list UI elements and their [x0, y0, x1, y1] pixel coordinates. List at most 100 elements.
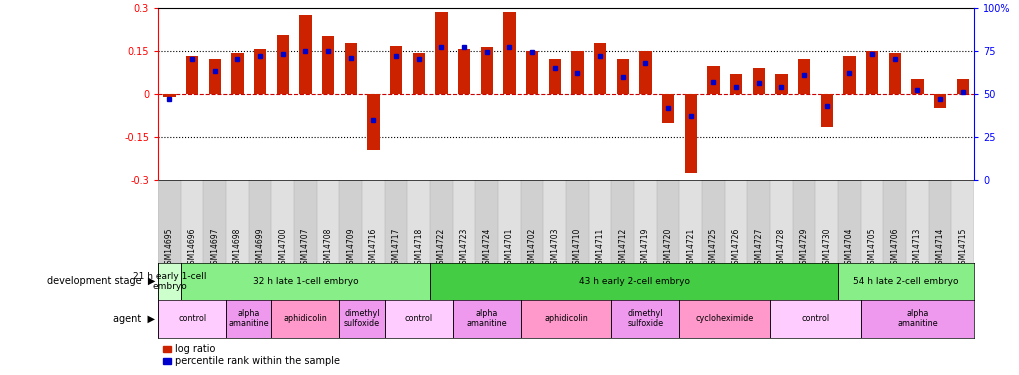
Text: dimethyl
sulfoxide: dimethyl sulfoxide [627, 309, 662, 328]
Bar [458, 49, 470, 94]
Bar [362, 180, 384, 262]
Bar [452, 300, 521, 338]
Bar [271, 300, 339, 338]
Text: 21 h early 1-cell
embryo: 21 h early 1-cell embryo [132, 272, 206, 291]
Text: control: control [801, 314, 828, 323]
Bar [452, 180, 475, 262]
Bar [293, 180, 317, 262]
Bar [407, 180, 430, 262]
Bar [706, 66, 719, 94]
Bar [679, 300, 769, 338]
Bar [208, 59, 221, 94]
Bar [888, 54, 900, 94]
Bar [480, 47, 492, 94]
Bar [158, 180, 180, 262]
Bar [905, 180, 928, 262]
Bar [566, 180, 588, 262]
Bar [730, 74, 742, 94]
Bar [158, 300, 226, 338]
Text: dimethyl
sulfoxide: dimethyl sulfoxide [343, 309, 380, 328]
Bar [679, 180, 701, 262]
Bar [571, 51, 583, 94]
Bar [838, 180, 860, 262]
Text: alpha
amanitine: alpha amanitine [466, 309, 506, 328]
Bar [656, 180, 679, 262]
Text: development stage  ▶: development stage ▶ [47, 276, 155, 286]
Bar [317, 180, 339, 262]
Text: 43 h early 2-cell embryo: 43 h early 2-cell embryo [578, 277, 689, 286]
Bar [928, 180, 951, 262]
Bar [819, 94, 833, 127]
Bar [610, 300, 679, 338]
Bar [526, 51, 538, 94]
Text: aphidicolin: aphidicolin [283, 314, 327, 323]
Bar [747, 180, 769, 262]
Bar [521, 300, 610, 338]
Bar [254, 49, 266, 94]
Bar [271, 180, 293, 262]
Bar [838, 262, 973, 300]
Bar [185, 56, 198, 94]
Bar [384, 300, 452, 338]
Bar [226, 300, 271, 338]
Bar [610, 180, 634, 262]
Bar [951, 180, 973, 262]
Bar [231, 54, 244, 94]
Bar [769, 300, 860, 338]
Bar [865, 51, 877, 94]
Bar [158, 262, 180, 300]
Bar [475, 180, 497, 262]
Bar [797, 59, 809, 94]
Bar [203, 180, 226, 262]
Bar [701, 180, 725, 262]
Bar [249, 180, 271, 262]
Bar [180, 180, 203, 262]
Text: 32 h late 1-cell embryo: 32 h late 1-cell embryo [253, 277, 358, 286]
Bar [502, 12, 516, 94]
Bar [180, 262, 430, 300]
Bar [543, 180, 566, 262]
Bar [339, 300, 384, 338]
Bar [521, 180, 543, 262]
Text: alpha
amanitine: alpha amanitine [897, 309, 936, 328]
Text: agent  ▶: agent ▶ [113, 314, 155, 324]
Bar [430, 262, 838, 300]
Bar [843, 56, 855, 94]
Bar [384, 180, 407, 262]
Text: alpha
amanitine: alpha amanitine [228, 309, 269, 328]
Bar [910, 80, 923, 94]
Bar [615, 59, 629, 94]
Bar [769, 180, 792, 262]
Bar [661, 94, 674, 123]
Bar [860, 300, 973, 338]
Bar [956, 80, 968, 94]
Bar [933, 94, 946, 108]
Text: GDS579 / 19530: GDS579 / 19530 [158, 0, 261, 1]
Bar [860, 180, 882, 262]
Bar [639, 51, 651, 94]
Bar [593, 44, 605, 94]
Bar [792, 180, 814, 262]
Bar [588, 180, 610, 262]
Text: control: control [178, 314, 206, 323]
Bar [774, 74, 787, 94]
Legend: log ratio, percentile rank within the sample: log ratio, percentile rank within the sa… [163, 345, 339, 366]
Bar [634, 180, 656, 262]
Bar [367, 94, 379, 150]
Text: aphidicolin: aphidicolin [544, 314, 587, 323]
Bar [276, 35, 288, 94]
Bar [299, 15, 312, 94]
Text: 54 h late 2-cell embryo: 54 h late 2-cell embryo [853, 277, 958, 286]
Text: control: control [405, 314, 432, 323]
Bar [725, 180, 747, 262]
Bar [435, 12, 447, 94]
Bar [339, 180, 362, 262]
Bar [389, 46, 401, 94]
Bar [322, 36, 334, 94]
Bar [497, 180, 521, 262]
Text: cycloheximide: cycloheximide [695, 314, 753, 323]
Bar [684, 94, 696, 173]
Bar [882, 180, 905, 262]
Bar [548, 59, 560, 94]
Bar [412, 54, 425, 94]
